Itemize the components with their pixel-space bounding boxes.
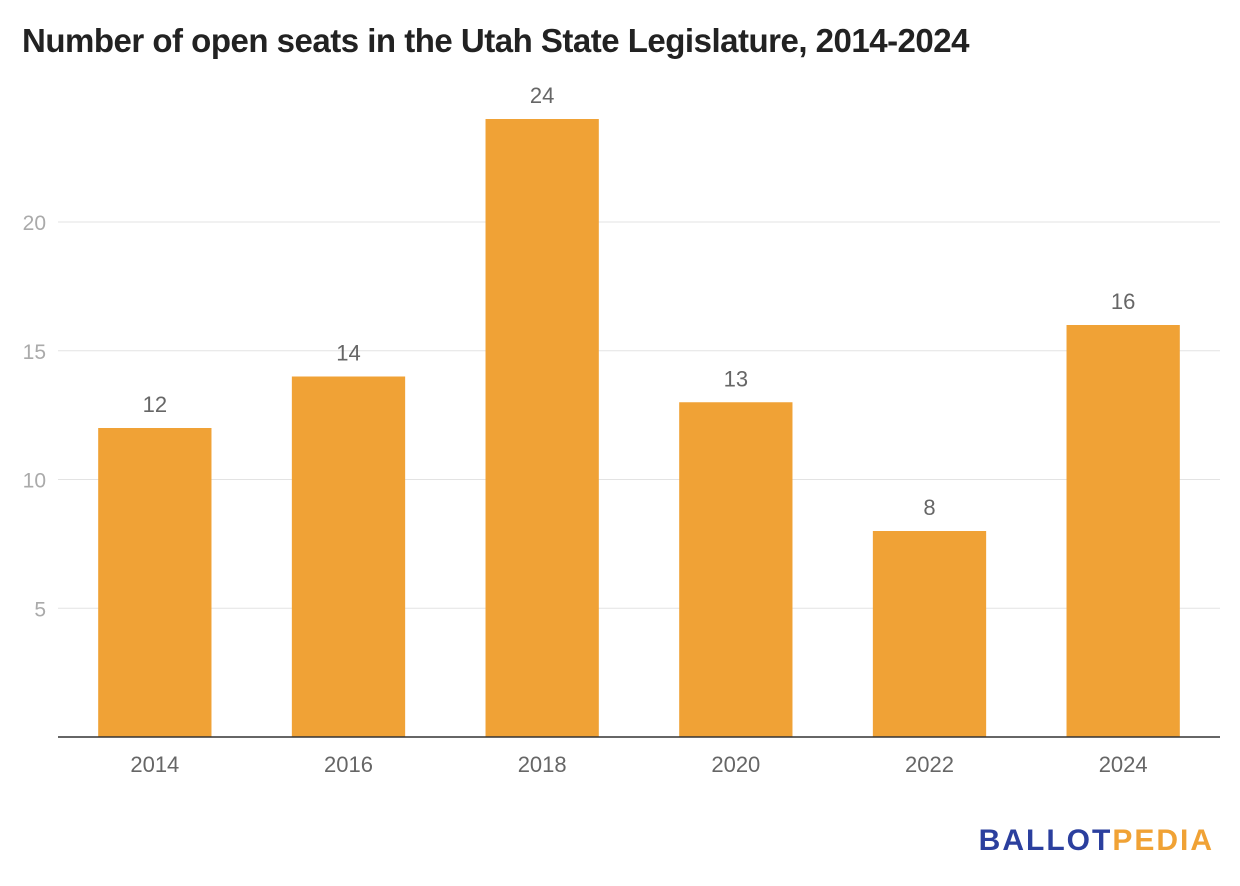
gridlines bbox=[58, 221, 1220, 609]
bar bbox=[679, 402, 793, 737]
bar-data-label: 14 bbox=[336, 341, 360, 366]
x-tick-label: 2020 bbox=[711, 752, 760, 777]
y-tick-label: 20 bbox=[23, 212, 46, 235]
y-tick-label: 10 bbox=[23, 470, 46, 493]
bar bbox=[98, 428, 212, 737]
x-tick-label: 2018 bbox=[518, 752, 567, 777]
bar bbox=[291, 376, 406, 737]
bar bbox=[872, 531, 987, 737]
x-tick-label: 2014 bbox=[130, 752, 179, 777]
x-tick-label: 2024 bbox=[1099, 752, 1148, 777]
bar-data-label: 8 bbox=[923, 495, 935, 520]
y-axis-tick-labels: 5 10 15 20 bbox=[23, 212, 46, 621]
ballotpedia-logo: BALLOTPEDIA bbox=[979, 824, 1214, 858]
bar-data-labels: 12 14 24 13 8 16 bbox=[143, 83, 1136, 520]
chart-title: Number of open seats in the Utah State L… bbox=[22, 22, 969, 59]
bar-data-label: 16 bbox=[1111, 289, 1135, 314]
bar bbox=[1066, 325, 1180, 737]
logo-part-ballot: BALLOT bbox=[978, 824, 1113, 857]
bar-data-label: 24 bbox=[530, 83, 554, 108]
x-axis-tick-labels: 2014 2016 2018 2020 2022 2024 bbox=[130, 752, 1147, 777]
bar-data-label: 13 bbox=[724, 366, 748, 391]
bar bbox=[485, 119, 599, 737]
y-tick-label: 15 bbox=[23, 341, 46, 364]
y-tick-label: 5 bbox=[34, 598, 46, 621]
logo-part-pedia: PEDIA bbox=[1112, 824, 1214, 857]
x-tick-label: 2022 bbox=[905, 752, 954, 777]
bars bbox=[98, 119, 1180, 737]
x-tick-label: 2016 bbox=[324, 752, 373, 777]
bar-data-label: 12 bbox=[143, 392, 167, 417]
